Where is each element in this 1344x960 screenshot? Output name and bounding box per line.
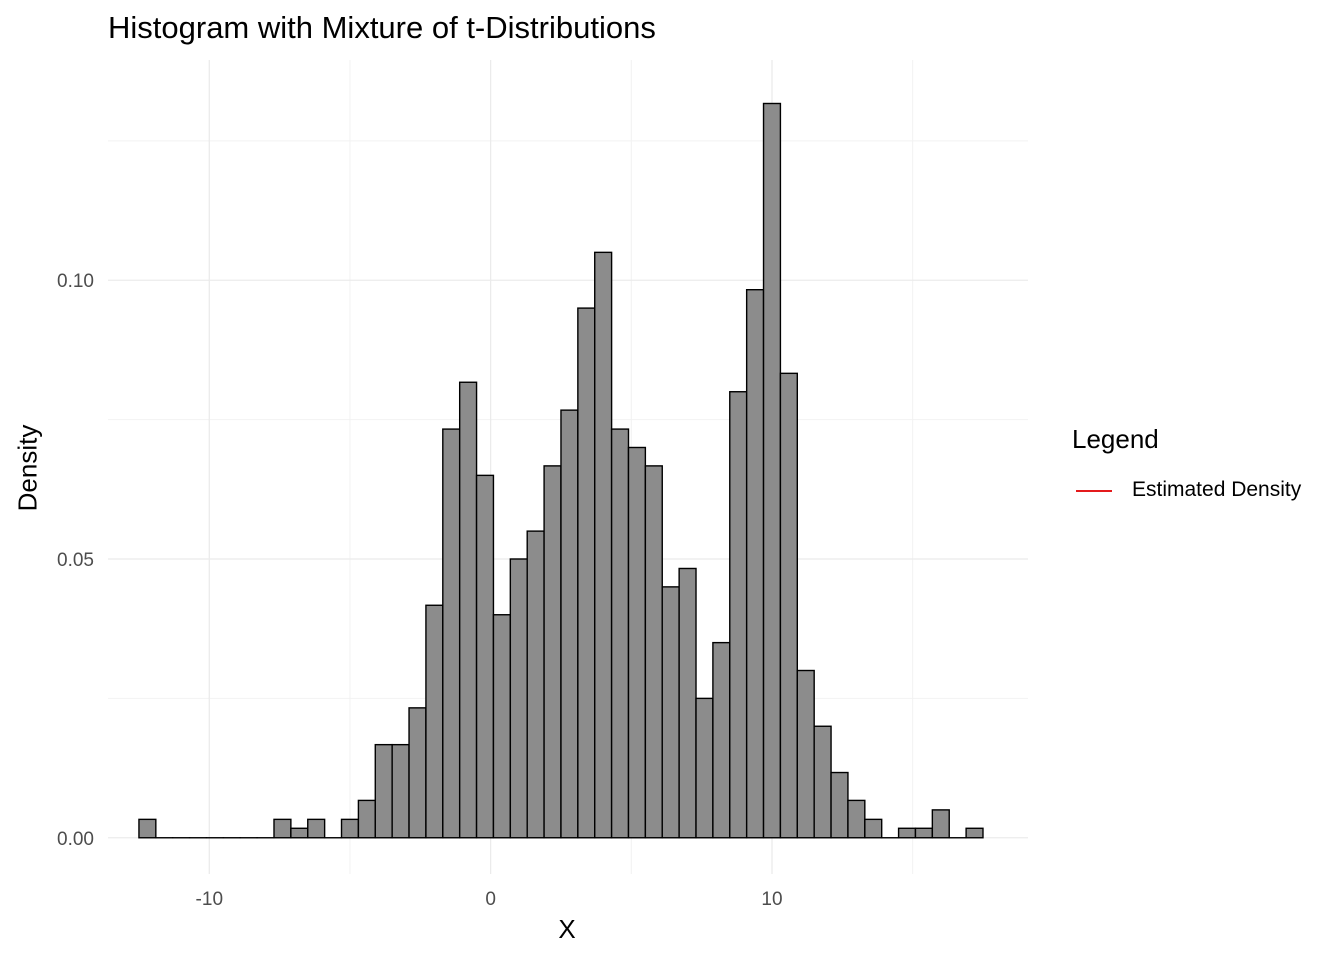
histogram-bar bbox=[357, 799, 376, 839]
histogram-bar bbox=[897, 827, 917, 839]
histogram-bar bbox=[762, 102, 782, 839]
histogram-bar bbox=[475, 474, 495, 839]
histogram-bar bbox=[627, 446, 647, 839]
histogram-bar bbox=[458, 381, 478, 839]
y-tick-label: 0.10 bbox=[57, 271, 94, 292]
x-tick-label: 0 bbox=[485, 889, 496, 910]
histogram-bar bbox=[374, 743, 393, 839]
histogram-bar bbox=[644, 465, 663, 839]
histogram-bar bbox=[340, 818, 360, 839]
histogram-bar bbox=[779, 372, 798, 839]
y-tick-label: 0.05 bbox=[57, 550, 94, 571]
y-tick-label: 0.00 bbox=[57, 829, 94, 850]
histogram-bar bbox=[594, 251, 613, 839]
x-tick-label: 10 bbox=[761, 889, 782, 910]
histogram-bar bbox=[442, 428, 461, 839]
histogram-bar bbox=[307, 818, 326, 839]
histogram-bar bbox=[509, 558, 528, 839]
histogram-bar bbox=[408, 707, 427, 839]
legend-key-estimated-density bbox=[1072, 474, 1116, 508]
histogram-bar bbox=[560, 409, 579, 839]
histogram-bar bbox=[273, 818, 292, 839]
x-tick-label: -10 bbox=[196, 889, 223, 910]
chart-title: Histogram with Mixture of t-Distribution… bbox=[108, 10, 656, 45]
legend-label-estimated-density: Estimated Density bbox=[1132, 478, 1302, 501]
histogram-bar bbox=[796, 669, 815, 839]
histogram-bar bbox=[745, 289, 765, 839]
histogram-bar bbox=[661, 586, 680, 839]
histogram-bar bbox=[712, 641, 731, 839]
histogram-bar bbox=[610, 428, 630, 839]
legend-title: Legend bbox=[1072, 424, 1159, 454]
histogram-bar bbox=[138, 818, 157, 839]
histogram-bar bbox=[813, 725, 832, 839]
y-axis-label: Density bbox=[12, 424, 43, 512]
histogram-bar bbox=[931, 809, 950, 839]
histogram-bar bbox=[965, 827, 984, 839]
histogram-bar bbox=[729, 391, 748, 839]
x-axis-label: X bbox=[558, 914, 576, 944]
histogram-bar bbox=[290, 827, 309, 839]
histogram-bar bbox=[830, 771, 849, 839]
histogram-bar bbox=[577, 307, 596, 839]
histogram-bar bbox=[914, 827, 934, 839]
histogram-bar bbox=[492, 614, 512, 839]
histogram-bar bbox=[425, 604, 444, 839]
histogram-bar bbox=[864, 818, 883, 839]
histogram-bar bbox=[695, 697, 714, 839]
histogram-bar bbox=[847, 799, 866, 839]
histogram-bar bbox=[543, 465, 562, 839]
legend-line-swatch bbox=[1076, 490, 1112, 492]
histogram-bar bbox=[391, 743, 410, 839]
histogram-bar bbox=[678, 567, 697, 839]
histogram-bar bbox=[526, 530, 545, 839]
